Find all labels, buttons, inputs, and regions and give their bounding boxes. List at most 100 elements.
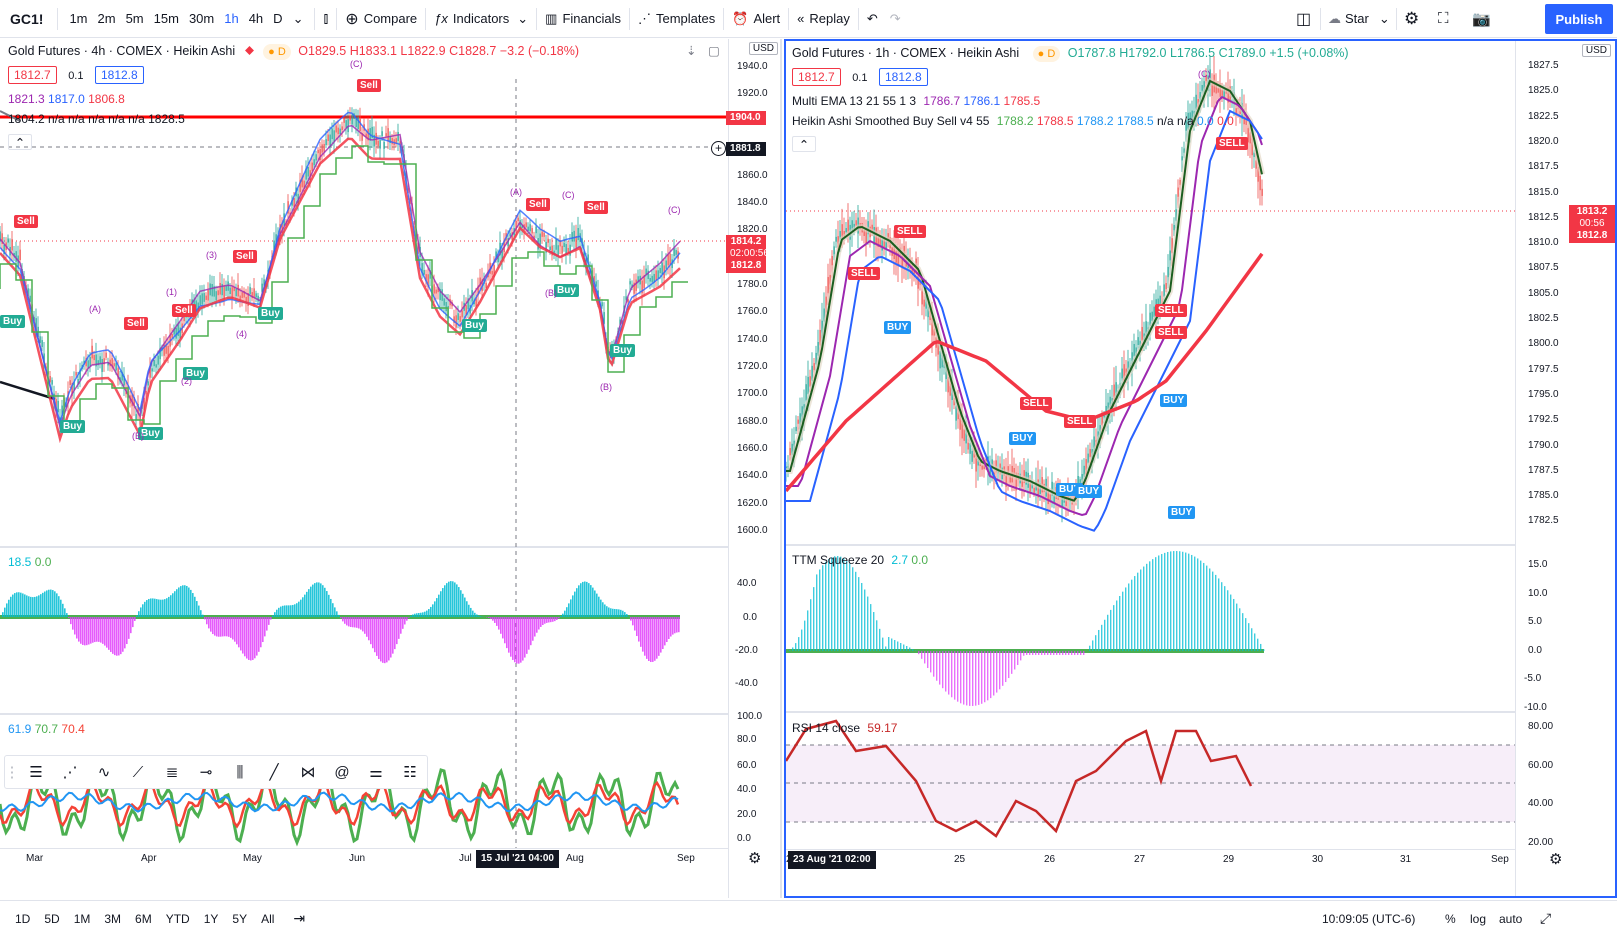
range-5y[interactable]: 5Y [232,911,248,926]
horizontal-lines-icon[interactable]: ☰ [29,764,43,781]
fullscreen-button[interactable]: ⛶ [1432,0,1455,38]
range-1m[interactable]: 1M [73,911,91,926]
collapse-legend-button[interactable]: ⌃ [792,136,816,152]
axis-gear-icon[interactable]: ⚙ [748,850,762,867]
right-chart-pane[interactable]: Gold Futures · 1h · COMEX · Heikin Ashi … [784,39,1617,898]
undo-button[interactable]: ↶ [861,0,884,38]
candle-body [525,222,527,228]
chevron-down-icon[interactable]: ⌄ [292,10,304,26]
alert-button[interactable]: ⏰ Alert [726,0,786,38]
squeeze-label[interactable]: TTM Squeeze 20 [792,553,885,567]
calendar-goto-icon[interactable]: ⇥ [293,910,306,926]
bid-box[interactable]: 1812.7 [8,66,57,84]
timeframe-4h[interactable]: 4h [248,11,264,26]
drag-handle-icon[interactable]: ⋮ [4,764,20,781]
auto-toggle[interactable]: auto [1499,911,1523,926]
range-ytd[interactable]: YTD [165,911,190,926]
bid-box[interactable]: 1812.7 [792,68,841,86]
redo-button[interactable]: ↷ [884,0,907,38]
node-icon[interactable]: ⋈ [300,764,316,781]
financials-button[interactable]: ▥ Financials [539,0,627,38]
range-5d[interactable]: 5D [44,911,60,926]
expand-icon[interactable]: ⤢ [1540,910,1552,926]
timeframe-d[interactable]: D [273,11,283,26]
squeeze-bar-positive [274,612,276,617]
candle-body [443,298,445,306]
axis-gear-icon[interactable]: ⚙ [1549,851,1563,868]
squeeze-bar-positive [1203,562,1205,651]
settings-lines-icon[interactable]: ⚌ [369,764,383,781]
maximize-icon[interactable]: ▢ [708,44,720,58]
chart-type-button[interactable]: ⫾ [317,0,334,38]
timeframe-1h[interactable]: 1h [224,11,239,26]
symbol-search[interactable]: GC1! [10,10,44,27]
dashed-lines-icon[interactable]: ☷ [403,764,417,781]
currency-label[interactable]: USD [1581,44,1611,57]
timeframe-1m[interactable]: 1m [69,11,88,26]
indicators-button[interactable]: ƒx Indicators ⌄ [428,0,534,38]
replay-button[interactable]: « Replay [791,0,856,38]
candle-body [971,450,973,462]
rsi-tick: 60.0 [737,760,757,771]
compare-button[interactable]: ⊕ Compare [339,0,423,38]
squeeze-bar-positive [1149,561,1151,651]
layout-button[interactable]: ◫ [1290,0,1317,38]
ema-label[interactable]: Multi EMA 13 21 55 1 3 [792,94,917,108]
line-icon[interactable]: ╱ [269,764,279,781]
squeeze-bar-positive [144,601,146,617]
pattern-icon[interactable]: ⋰ [62,764,78,781]
star-layout-button[interactable]: ☁ Star ⌄ [1322,0,1396,38]
collapse-legend-button[interactable]: ⌃ [8,134,32,150]
download-icon[interactable]: ⇣ [686,44,697,58]
log-toggle[interactable]: log [1470,911,1487,926]
templates-button[interactable]: ⋰ Templates [632,0,721,38]
publish-button[interactable]: Publish [1545,4,1613,34]
percent-toggle[interactable]: % [1445,911,1456,926]
range-3m[interactable]: 3M [104,911,122,926]
right-title[interactable]: Gold Futures · 1h · COMEX · Heikin Ashi [792,46,1020,60]
candle-body [831,256,833,266]
right-chart-canvas[interactable] [786,41,1615,896]
range-6m[interactable]: 6M [135,911,152,926]
spiral-icon[interactable]: @ [334,763,350,781]
abcd-pattern-icon[interactable]: ∿ [97,764,111,781]
timeframe-30m[interactable]: 30m [188,11,215,26]
settings-button[interactable]: ⚙ [1398,0,1425,38]
left-price-axis[interactable]: USD 1940.0 1920.0 1860.0 1840.0 1820.0 1780.0… [728,39,780,898]
candle-body [165,343,167,354]
left-chart-pane[interactable]: Gold Futures · 4h · COMEX · Heikin Ashi … [0,39,782,898]
right-price-axis[interactable]: USD 1827.5 1825.0 1822.5 1820.0 1817.5 1815.0… [1515,41,1615,896]
vertical-lines-icon[interactable]: ⫼ [236,763,244,781]
horizontal-ray-icon[interactable]: ⊸ [199,764,213,781]
snapshot-button[interactable]: 📷 [1466,0,1497,38]
left-time-axis[interactable]: Mar Apr May Jun Jul Aug Sep [0,848,728,871]
squeeze-bar-negative [534,617,536,637]
range-1y[interactable]: 1Y [203,911,219,926]
range-1d[interactable]: 1D [15,911,31,926]
rsi-label[interactable]: RSI 14 close [792,721,861,735]
left-title[interactable]: Gold Futures · 4h · COMEX · Heikin Ashi [8,44,236,58]
add-plus-icon[interactable]: + [711,141,726,156]
range-all[interactable]: All [261,911,275,926]
fib-icon[interactable]: ≣ [165,764,179,781]
price-tick: 1640.0 [737,470,768,481]
squeeze-bar-positive [292,604,294,617]
timeframe-5m[interactable]: 5m [125,11,144,26]
squeeze-bar-negative [120,617,122,655]
currency-label[interactable]: USD [748,42,778,55]
hs-label[interactable]: Heikin Ashi Smoothed Buy Sell v4 55 [792,114,990,128]
clock[interactable]: 10:09:05 (UTC-6) [1322,911,1416,926]
timeframe-15m[interactable]: 15m [153,11,179,26]
squeeze-bar-negative [216,617,218,637]
buy-signal: Buy [610,344,635,357]
squeeze-bar-negative [966,651,968,706]
candle-body [1033,487,1035,494]
price-tick: 1827.5 [1528,60,1559,71]
ask-box[interactable]: 1812.8 [94,66,144,84]
ask-box[interactable]: 1812.8 [878,68,928,86]
timeframe-2m[interactable]: 2m [97,11,116,26]
trend-line-icon[interactable]: ⟋ [132,763,144,781]
candle-body [549,246,551,251]
right-ohlc: O1787.8 H1792.0 L1786.5 C1789.0 +1.5 (+0… [1067,46,1349,60]
